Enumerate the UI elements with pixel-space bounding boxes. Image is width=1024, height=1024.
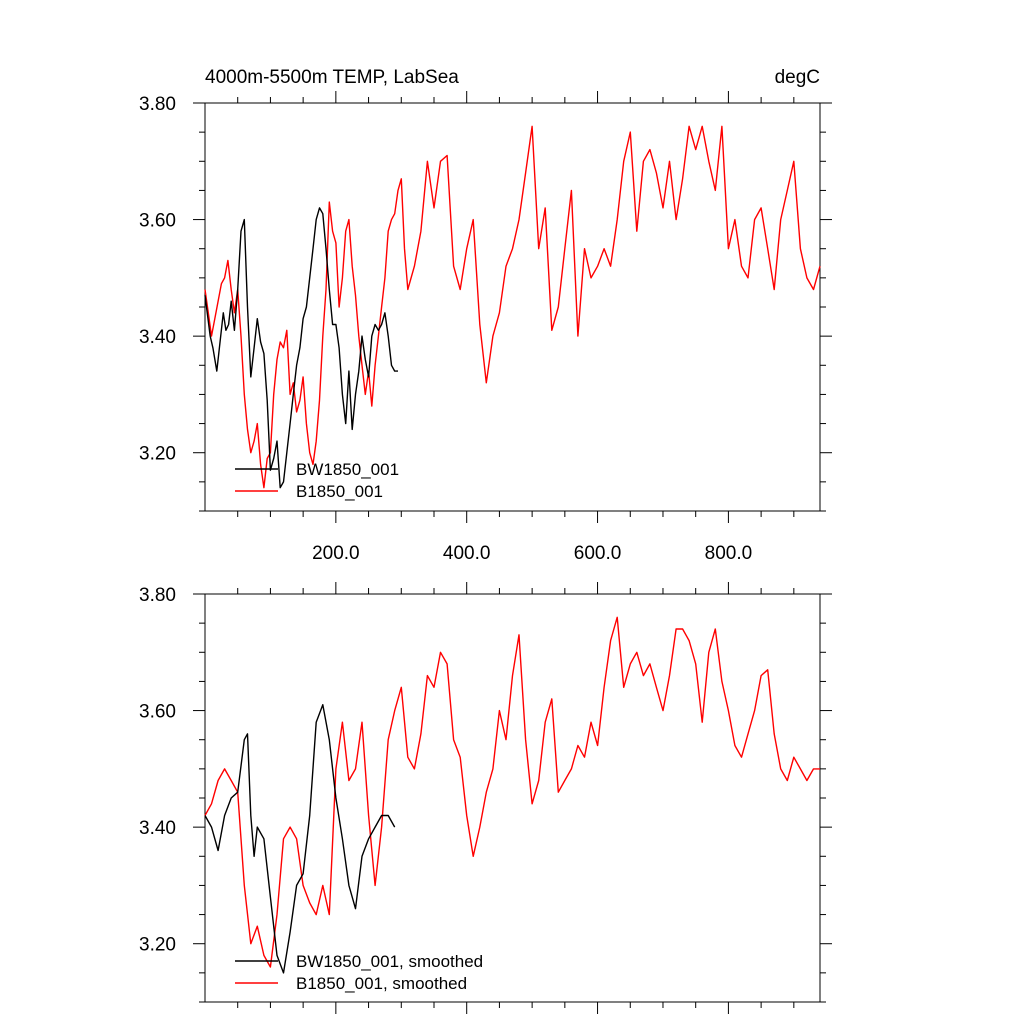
- plot-frame: [204, 102, 821, 512]
- x-tick-label: 800.0: [705, 543, 753, 564]
- tick-marks: [193, 91, 832, 523]
- y-tick-labels: 3.20 3.40 3.60 3.80: [139, 585, 176, 956]
- bottom-chart-panel: 3.20 3.40 3.60 3.80 BW1850_001, smoothed B1…: [139, 582, 832, 1014]
- y-tick-label: 3.20: [139, 935, 176, 956]
- legend-label-bw1850: BW1850_001: [296, 460, 399, 479]
- chart-title-left: 4000m-5500m TEMP, LabSea: [205, 67, 459, 88]
- chart-title-units: degC: [775, 67, 820, 88]
- x-tick-labels: 200.0 400.0 600.0 800.0: [312, 543, 752, 564]
- y-tick-label: 3.80: [139, 585, 176, 606]
- x-tick-label: 200.0: [312, 543, 360, 564]
- tick-marks: [193, 582, 832, 1014]
- y-tick-labels: 3.20 3.40 3.60 3.80: [139, 94, 176, 465]
- series-line-bw1850-001-smoothed: [204, 704, 396, 974]
- plot-frame: [204, 593, 821, 1003]
- series-line-b1850-001: [204, 125, 821, 489]
- top-chart-panel: 4000m-5500m TEMP, LabSea degC 3.203.403.…: [139, 67, 832, 564]
- y-tick-label: 3.40: [139, 327, 176, 348]
- legend-label-b1850-smoothed: B1850_001, smoothed: [296, 974, 467, 993]
- legend-label-b1850: B1850_001: [296, 482, 383, 501]
- y-tick-label: 3.60: [139, 211, 176, 232]
- legend: BW1850_001 B1850_001: [235, 460, 399, 501]
- y-tick-label: 3.40: [139, 818, 176, 839]
- x-tick-label: 600.0: [574, 543, 622, 564]
- legend-label-bw1850-smoothed: BW1850_001, smoothed: [296, 952, 483, 971]
- legend: BW1850_001, smoothed B1850_001, smoothed: [235, 952, 483, 993]
- series-lines: [204, 616, 820, 974]
- series-line-bw1850-001: [204, 207, 398, 489]
- y-tick-label: 3.80: [139, 94, 176, 115]
- y-tick-label: 3.20: [139, 444, 176, 465]
- series-lines: [204, 125, 821, 489]
- y-tick-label: 3.60: [139, 702, 176, 723]
- x-tick-label: 400.0: [443, 543, 491, 564]
- series-line-b1850-001-smoothed: [204, 616, 820, 968]
